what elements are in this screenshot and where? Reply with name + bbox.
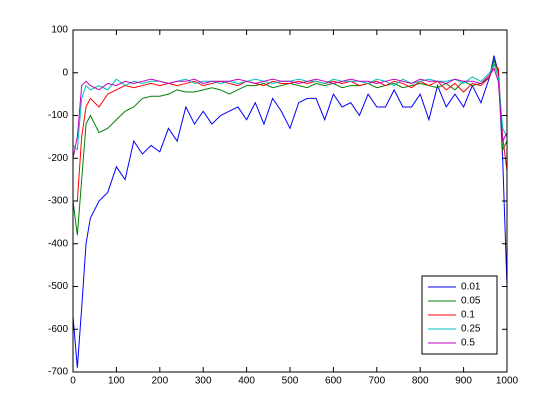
legend: 0.01 0.05 0.1 0.25 0.5	[421, 275, 498, 355]
series-line	[72, 55, 508, 368]
legend-label: 0.25	[461, 324, 481, 335]
y-tick-label: -200	[48, 153, 68, 164]
x-tick-label: 300	[195, 376, 212, 387]
x-tick-label: 500	[282, 376, 299, 387]
y-tick-label: -700	[48, 367, 68, 378]
y-tick-label: -300	[48, 196, 68, 207]
x-tick-label: 900	[455, 376, 472, 387]
x-tick-label: 200	[151, 376, 168, 387]
legend-label: 0.5	[461, 338, 475, 349]
y-tick-label: -400	[48, 238, 68, 249]
y-tick-label: 0	[62, 67, 68, 78]
x-tick-label: 100	[108, 376, 125, 387]
series-line	[72, 67, 508, 159]
legend-label: 0.01	[461, 282, 481, 293]
x-tick-label: 700	[368, 376, 385, 387]
x-tick-label: 0	[70, 376, 76, 387]
legend-label: 0.1	[461, 310, 475, 321]
y-tick-label: -600	[48, 324, 68, 335]
y-tick-label: -500	[48, 281, 68, 292]
legend-label: 0.05	[461, 296, 481, 307]
x-tick-label: 400	[238, 376, 255, 387]
x-tick-label: 1000	[496, 376, 519, 387]
series-line	[73, 63, 508, 202]
y-tick-label: -100	[48, 110, 68, 121]
x-tick-label: 600	[325, 376, 342, 387]
x-tick-label: 800	[412, 376, 429, 387]
y-tick-label: 100	[51, 25, 68, 36]
